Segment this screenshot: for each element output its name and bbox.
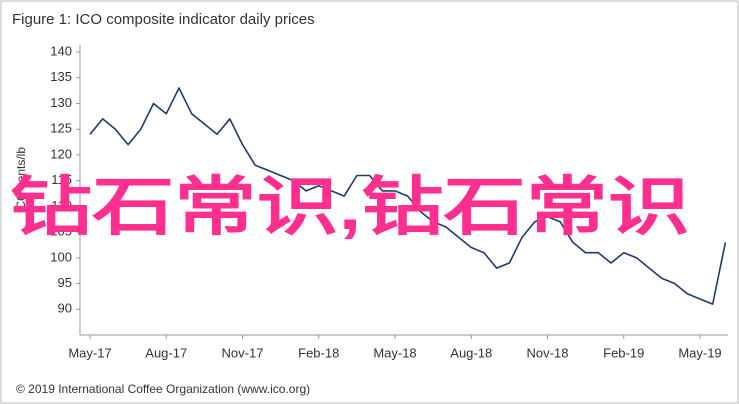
x-tick-label: Feb-19 — [603, 345, 644, 360]
x-tick-label: May-17 — [68, 345, 111, 360]
x-tick-label: May-19 — [678, 345, 721, 360]
x-tick-label: Nov-17 — [222, 345, 264, 360]
source-note: © 2019 International Coffee Organization… — [16, 382, 310, 396]
y-tick-label: 105 — [50, 224, 72, 239]
x-tick-label: Aug-17 — [145, 345, 187, 360]
overlay-watermark: 钻石常识,钻石常识 — [10, 171, 690, 243]
y-tick-label: 120 — [50, 146, 72, 161]
y-tick-label: 100 — [50, 249, 72, 264]
x-tick-label: Aug-18 — [450, 345, 492, 360]
y-tick-label: 95 — [58, 275, 72, 290]
x-tick-label: Nov-18 — [527, 345, 569, 360]
y-tick-label: 125 — [50, 121, 72, 136]
x-tick-label: Feb-18 — [298, 345, 339, 360]
y-tick-label: 140 — [50, 43, 72, 58]
y-tick-label: 110 — [51, 198, 72, 213]
y-tick-label: 130 — [50, 95, 72, 110]
price-line — [89, 87, 727, 305]
chart-title: Figure 1: ICO composite indicator daily … — [12, 11, 315, 28]
y-tick-label: 90 — [58, 301, 72, 316]
y-tick-label: 135 — [50, 69, 72, 84]
y-axis-label: ICO cents/lb — [14, 147, 28, 213]
x-tick-label: May-18 — [373, 345, 416, 360]
y-tick-label: 115 — [51, 172, 72, 187]
